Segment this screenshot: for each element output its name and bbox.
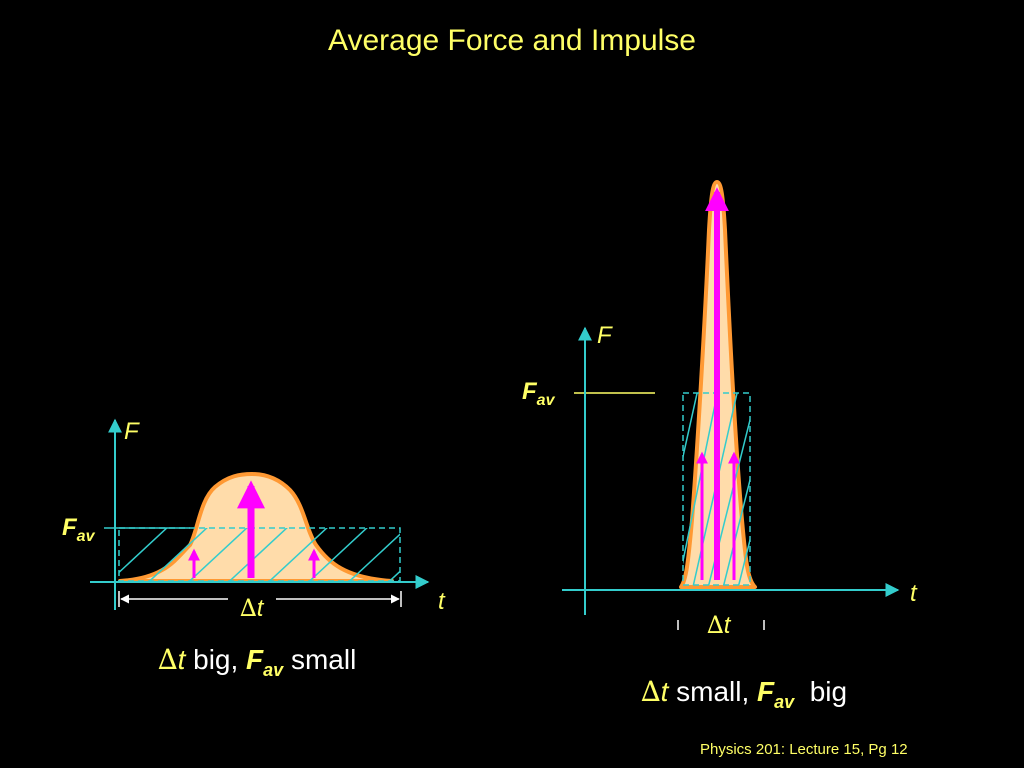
right-caption-var: t [660,676,669,707]
left-delta-var: t [256,595,264,622]
left-force-graph [90,418,430,610]
right-fav-label: Fav [522,378,554,409]
left-fav-main: F [62,514,77,541]
right-delta-symbol: ∆ [707,611,724,639]
right-delta-var: t [723,612,731,639]
right-fav-sub: av [536,392,555,409]
left-x-axis-label: t [438,588,445,615]
slide-title: Average Force and Impulse [328,24,696,57]
left-caption-text1: big, [185,644,247,675]
right-caption-fav-main: F [757,676,775,707]
left-caption: ∆t big, Fav small [158,643,357,680]
left-caption-text2: small [283,644,357,675]
left-delta-symbol: ∆ [240,594,257,622]
left-caption-var: t [177,644,186,675]
left-y-axis-label: F [124,418,139,445]
left-caption-fav-sub: av [263,660,284,680]
right-caption-fav-sub: av [774,692,795,712]
right-delta-t-label: ∆t [707,613,730,638]
right-y-axis-label: F [597,322,612,349]
right-fav-main: F [522,378,537,405]
right-force-graph [562,180,900,630]
right-caption-text2: big [794,676,848,707]
left-delta-t-label: ∆t [240,596,263,621]
right-caption-text1: small, [668,676,758,707]
right-x-axis-label: t [910,580,917,607]
left-fav-sub: av [76,528,95,545]
left-caption-delta: ∆ [158,643,178,676]
left-fav-label: Fav [62,514,94,545]
left-caption-fav-main: F [246,644,264,675]
slide-footer: Physics 201: Lecture 15, Pg 12 [700,741,908,758]
right-caption-delta: ∆ [641,675,661,708]
right-caption: ∆t small, Fav big [641,675,848,712]
